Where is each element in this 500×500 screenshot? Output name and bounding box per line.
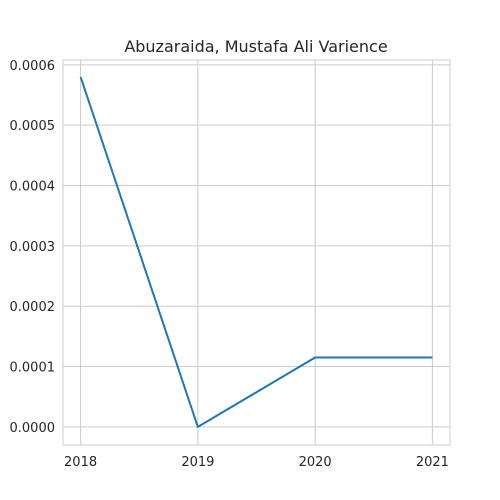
grid-lines <box>63 60 450 445</box>
y-tick-label: 0.0002 <box>10 300 56 315</box>
y-tick-label: 0.0000 <box>10 421 56 436</box>
y-tick-label: 0.0005 <box>10 119 56 134</box>
plot-area <box>62 59 451 446</box>
tick-labels: 2018 2019 2020 2021 0.0000 0.0001 0.0002 0.0003… <box>10 59 449 470</box>
x-tick-label: 2018 <box>64 455 97 470</box>
y-tick-label: 0.0001 <box>10 361 56 376</box>
x-tick-label: 2020 <box>299 455 332 470</box>
chart-title: Abuzaraida, Mustafa Ali Varience <box>124 37 387 56</box>
x-tick-label: 2019 <box>181 455 214 470</box>
series-layer <box>79 76 433 428</box>
series-line <box>79 76 433 428</box>
x-tick-label: 2021 <box>416 455 449 470</box>
y-tick-label: 0.0006 <box>10 59 56 74</box>
y-tick-label: 0.0003 <box>10 240 56 255</box>
y-tick-label: 0.0004 <box>10 180 56 195</box>
